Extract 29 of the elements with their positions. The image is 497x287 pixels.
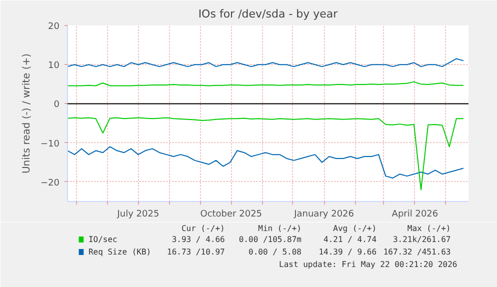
x-tick-label: July 2025 xyxy=(116,210,160,220)
y-tick-label: −10 xyxy=(40,139,60,150)
x-tick-label: January 2026 xyxy=(293,210,354,220)
line-series xyxy=(68,117,464,190)
x-tick-label: October 2025 xyxy=(200,210,262,220)
text: 16.73 /10.97 xyxy=(167,248,226,256)
text: Min (-/+) xyxy=(258,224,302,233)
y-tick-label: 0 xyxy=(54,100,60,110)
legend-label: IO/sec xyxy=(88,235,118,244)
legend-label: Req Size (KB) xyxy=(88,248,152,256)
y-tick-label: −20 xyxy=(40,178,60,188)
text: 3.93 / 4.66 xyxy=(172,235,226,244)
y-tick-label: 10 xyxy=(48,61,60,72)
text: Avg (-/+) xyxy=(333,224,377,233)
y-tick-label: 20 xyxy=(48,22,60,32)
text: 4.21 / 4.74 xyxy=(324,235,377,244)
chart-title: IOs for /dev/sda - by year xyxy=(198,8,338,20)
text: 0.00 /105.87m xyxy=(238,235,302,244)
text: Last update: Fri May 22 00:21:20 2026 xyxy=(278,260,458,269)
text: 14.39 / 9.66 xyxy=(318,248,377,256)
text: 167.32 /451.63 xyxy=(383,248,451,256)
y-axis-title: Units read (-) / write (+) xyxy=(22,53,33,174)
line-series xyxy=(68,146,464,179)
line-series xyxy=(68,58,464,68)
text: 3.21k/261.67 xyxy=(392,235,451,244)
text: 0.00 / 5.08 xyxy=(248,248,302,256)
text: Max (-/+) xyxy=(407,224,451,233)
x-tick-label: April 2026 xyxy=(392,210,438,220)
text: Cur (-/+) xyxy=(181,224,225,233)
